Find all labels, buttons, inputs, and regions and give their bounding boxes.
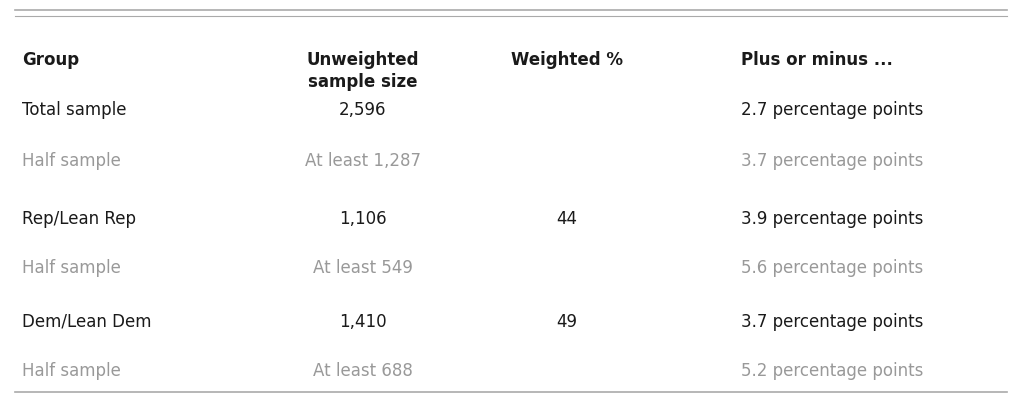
Text: Group: Group bbox=[22, 51, 80, 69]
Text: 49: 49 bbox=[557, 313, 577, 331]
Text: 3.7 percentage points: 3.7 percentage points bbox=[741, 313, 923, 331]
Text: 44: 44 bbox=[557, 210, 577, 228]
Text: At least 549: At least 549 bbox=[313, 259, 413, 277]
Text: 2.7 percentage points: 2.7 percentage points bbox=[741, 101, 923, 119]
Text: 3.7 percentage points: 3.7 percentage points bbox=[741, 152, 923, 170]
Text: Half sample: Half sample bbox=[22, 259, 122, 277]
Text: Plus or minus ...: Plus or minus ... bbox=[741, 51, 893, 69]
Text: 1,106: 1,106 bbox=[339, 210, 386, 228]
Text: Half sample: Half sample bbox=[22, 152, 122, 170]
Text: 2,596: 2,596 bbox=[339, 101, 386, 119]
Text: Total sample: Total sample bbox=[22, 101, 127, 119]
Text: Rep/Lean Rep: Rep/Lean Rep bbox=[22, 210, 137, 228]
Text: 1,410: 1,410 bbox=[339, 313, 386, 331]
Text: At least 688: At least 688 bbox=[313, 362, 413, 380]
Text: Weighted %: Weighted % bbox=[511, 51, 623, 69]
Text: Half sample: Half sample bbox=[22, 362, 122, 380]
Text: At least 1,287: At least 1,287 bbox=[305, 152, 421, 170]
Text: 5.2 percentage points: 5.2 percentage points bbox=[741, 362, 923, 380]
Text: 5.6 percentage points: 5.6 percentage points bbox=[741, 259, 923, 277]
Text: Unweighted
sample size: Unweighted sample size bbox=[307, 51, 419, 91]
Text: Dem/Lean Dem: Dem/Lean Dem bbox=[22, 313, 152, 331]
Text: 3.9 percentage points: 3.9 percentage points bbox=[741, 210, 923, 228]
